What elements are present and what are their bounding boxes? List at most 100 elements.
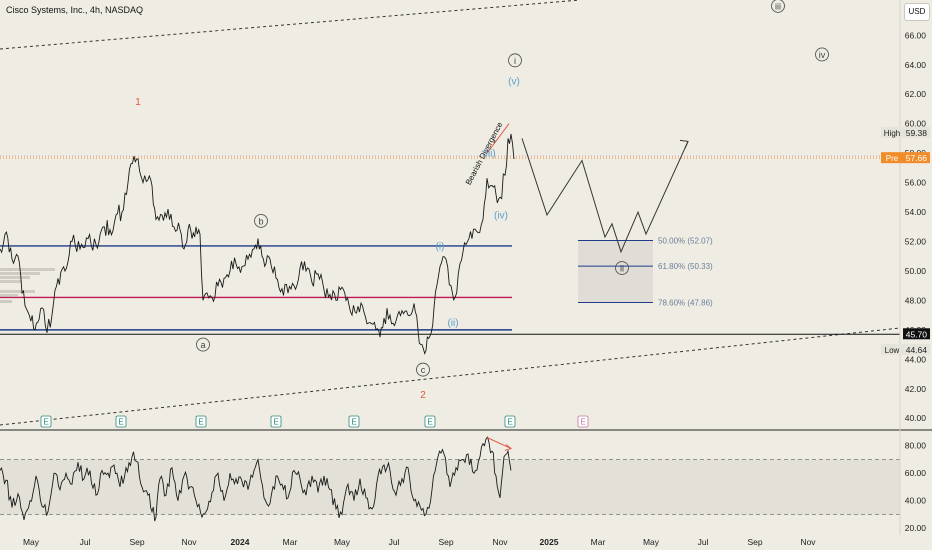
price-tag: Pre 57.66 — [881, 152, 930, 164]
earnings-marker-text: E — [427, 418, 432, 427]
time-axis-tick: Sep — [747, 537, 762, 547]
volume-profile-bar — [0, 280, 22, 283]
time-axis-tick: May — [23, 537, 40, 547]
chart-title: Cisco Systems, Inc., 4h, NASDAQ — [6, 5, 144, 15]
price-tag-value-bg — [903, 328, 930, 340]
wave-label-text: a — [200, 340, 205, 350]
price-tag-value: 45.70 — [906, 329, 928, 339]
price-tag-label: Pre — [886, 154, 899, 163]
wave-label-text: (v) — [508, 76, 520, 87]
time-axis-tick: Sep — [129, 537, 144, 547]
divergence-arrow-osc — [486, 437, 512, 449]
wave-label-circle — [416, 362, 430, 377]
projection-arrowhead — [679, 139, 689, 149]
earnings-marker[interactable]: E — [115, 415, 127, 428]
fib-level-label: 61.80% (50.33) — [658, 262, 713, 271]
earnings-marker[interactable]: E — [504, 415, 516, 428]
price-tag-value: 57.66 — [906, 153, 928, 163]
earnings-marker-box — [424, 415, 436, 428]
time-axis-tick: Jul — [80, 537, 91, 547]
osc-axis-tick: 40.00 — [905, 496, 927, 506]
wave-label-text: 1 — [135, 97, 141, 108]
oscillator-line — [0, 436, 512, 522]
earnings-marker-box — [115, 415, 127, 428]
wave-label: (i) — [436, 241, 445, 252]
time-axis-tick: 2025 — [540, 537, 559, 547]
earnings-marker-box — [40, 415, 52, 428]
price-tag-value: 44.64 — [906, 345, 928, 355]
wave-label-circle — [508, 53, 522, 68]
earnings-marker[interactable]: E — [270, 415, 282, 428]
price-axis-tick: 62.00 — [905, 89, 927, 99]
time-axis-tick: Jul — [698, 537, 709, 547]
time-axis-tick: Nov — [800, 537, 816, 547]
time-axis-tick: 2024 — [231, 537, 250, 547]
wave-label-text: (iii) — [482, 149, 495, 160]
time-axis-tick: Mar — [591, 537, 606, 547]
wave-label: b — [254, 213, 268, 228]
earnings-marker[interactable]: E — [348, 415, 360, 428]
wave-label: (v) — [508, 76, 520, 87]
price-tag-label: Low — [885, 346, 900, 355]
wave-label: iv — [815, 47, 829, 62]
earnings-marker-text: E — [351, 418, 356, 427]
wave-label-text: i — [514, 56, 516, 66]
price-tag-label-bg — [881, 126, 903, 138]
wave-label-text: b — [258, 216, 263, 226]
price-tag-value-bg — [903, 152, 930, 164]
volume-profile-bar — [0, 290, 35, 293]
time-axis-tick: Jul — [389, 537, 400, 547]
earnings-marker-box — [270, 415, 282, 428]
price-tag-label-bg — [881, 152, 903, 164]
projection-path — [521, 138, 689, 254]
price-tag-value-bg — [903, 343, 930, 355]
price-axis-tick: 44.00 — [905, 354, 927, 364]
wave-label-text: c — [421, 365, 426, 375]
lower-channel-line — [0, 327, 901, 426]
time-axis-tick: Sep — [438, 537, 453, 547]
time-axis-tick: Mar — [283, 537, 298, 547]
wave-label-text: ii — [620, 264, 624, 274]
earnings-marker[interactable]: E — [424, 415, 436, 428]
osc-axis-tick: 80.00 — [905, 441, 927, 451]
earnings-marker-box — [504, 415, 516, 428]
earnings-marker-text: E — [43, 418, 48, 427]
earnings-marker-box — [195, 415, 207, 428]
price-axis-tick: 66.00 — [905, 30, 927, 40]
time-axis-tick: Nov — [492, 537, 508, 547]
earnings-marker-text: E — [198, 418, 203, 427]
wave-label-text: (i) — [436, 241, 445, 252]
volume-profile-bar — [0, 276, 30, 279]
wave-label-text: iv — [819, 50, 826, 60]
volume-profile-bar — [0, 300, 12, 303]
wave-label-text: iii — [775, 1, 781, 11]
wave-label: ii — [615, 261, 629, 275]
earnings-marker[interactable]: E — [195, 415, 207, 428]
price-tag-label-bg — [881, 343, 903, 355]
fib-level-label: 78.60% (47.86) — [658, 298, 713, 307]
price-axis-tick: 42.00 — [905, 384, 927, 394]
price-axis-tick: 54.00 — [905, 207, 927, 217]
wave-label: 2 — [420, 390, 426, 401]
price-tag-value-bg — [903, 126, 930, 138]
price-tag-label: High — [884, 129, 900, 138]
wave-label: (iv) — [494, 211, 508, 222]
wave-label: (iii) — [482, 149, 495, 160]
earnings-marker[interactable]: E — [40, 415, 52, 428]
wave-label-text: 2 — [420, 390, 426, 401]
time-axis-tick: May — [643, 537, 660, 547]
earnings-marker[interactable]: E — [577, 415, 589, 428]
currency-button[interactable]: USD — [904, 3, 930, 21]
earnings-marker-text: E — [507, 418, 512, 427]
price-tag: 45.70 — [903, 328, 930, 340]
wave-label-circle — [615, 261, 629, 275]
price-axis-tick: 52.00 — [905, 237, 927, 247]
wave-label-text: (iv) — [494, 211, 508, 222]
volume-profile-bar — [0, 272, 40, 275]
wave-label: iii — [771, 0, 785, 13]
price-tag: Low 44.64 — [881, 343, 930, 355]
wave-label-circle — [771, 0, 785, 13]
wave-label-circle — [254, 213, 268, 228]
